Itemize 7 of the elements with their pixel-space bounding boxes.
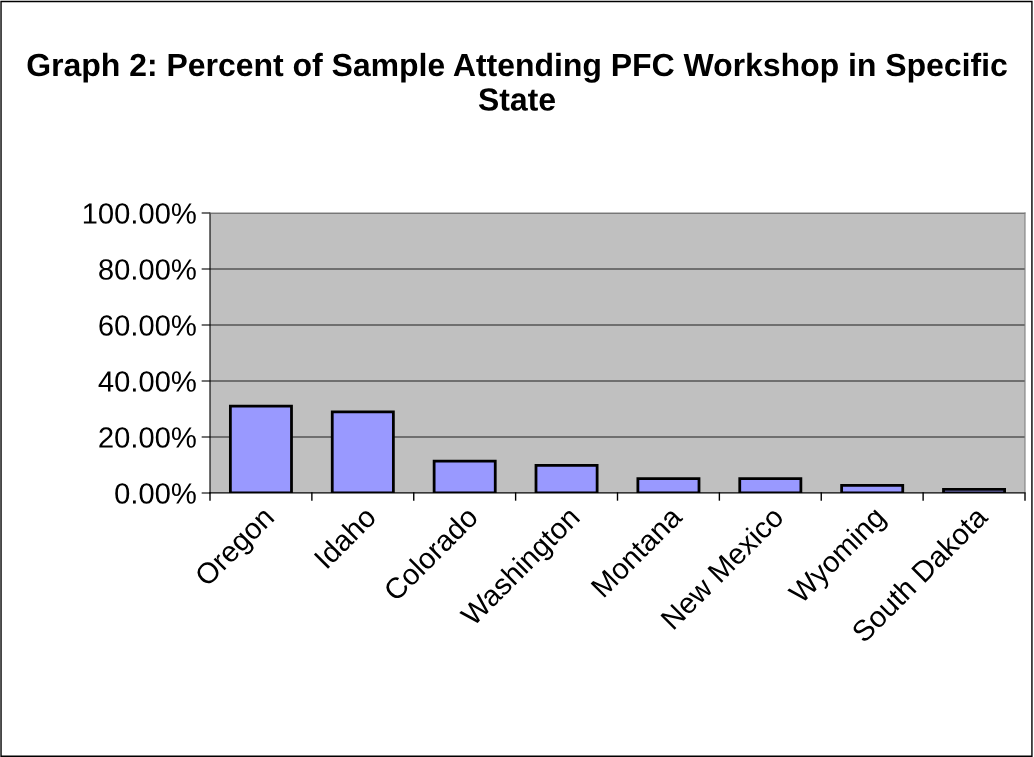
y-tick-label: 60.00% <box>99 315 196 336</box>
y-tick-label: 20.00% <box>99 427 196 448</box>
y-tick-label: 40.00% <box>98 371 196 392</box>
y-tick-label: 0.00% <box>115 483 196 504</box>
y-tick-label: 80.00% <box>99 259 196 280</box>
chart-title: Graph 2: Percent of Sample Attending PFC Workshop in Specific State <box>27 52 1007 111</box>
y-tick-label: 100.00% <box>83 203 196 224</box>
